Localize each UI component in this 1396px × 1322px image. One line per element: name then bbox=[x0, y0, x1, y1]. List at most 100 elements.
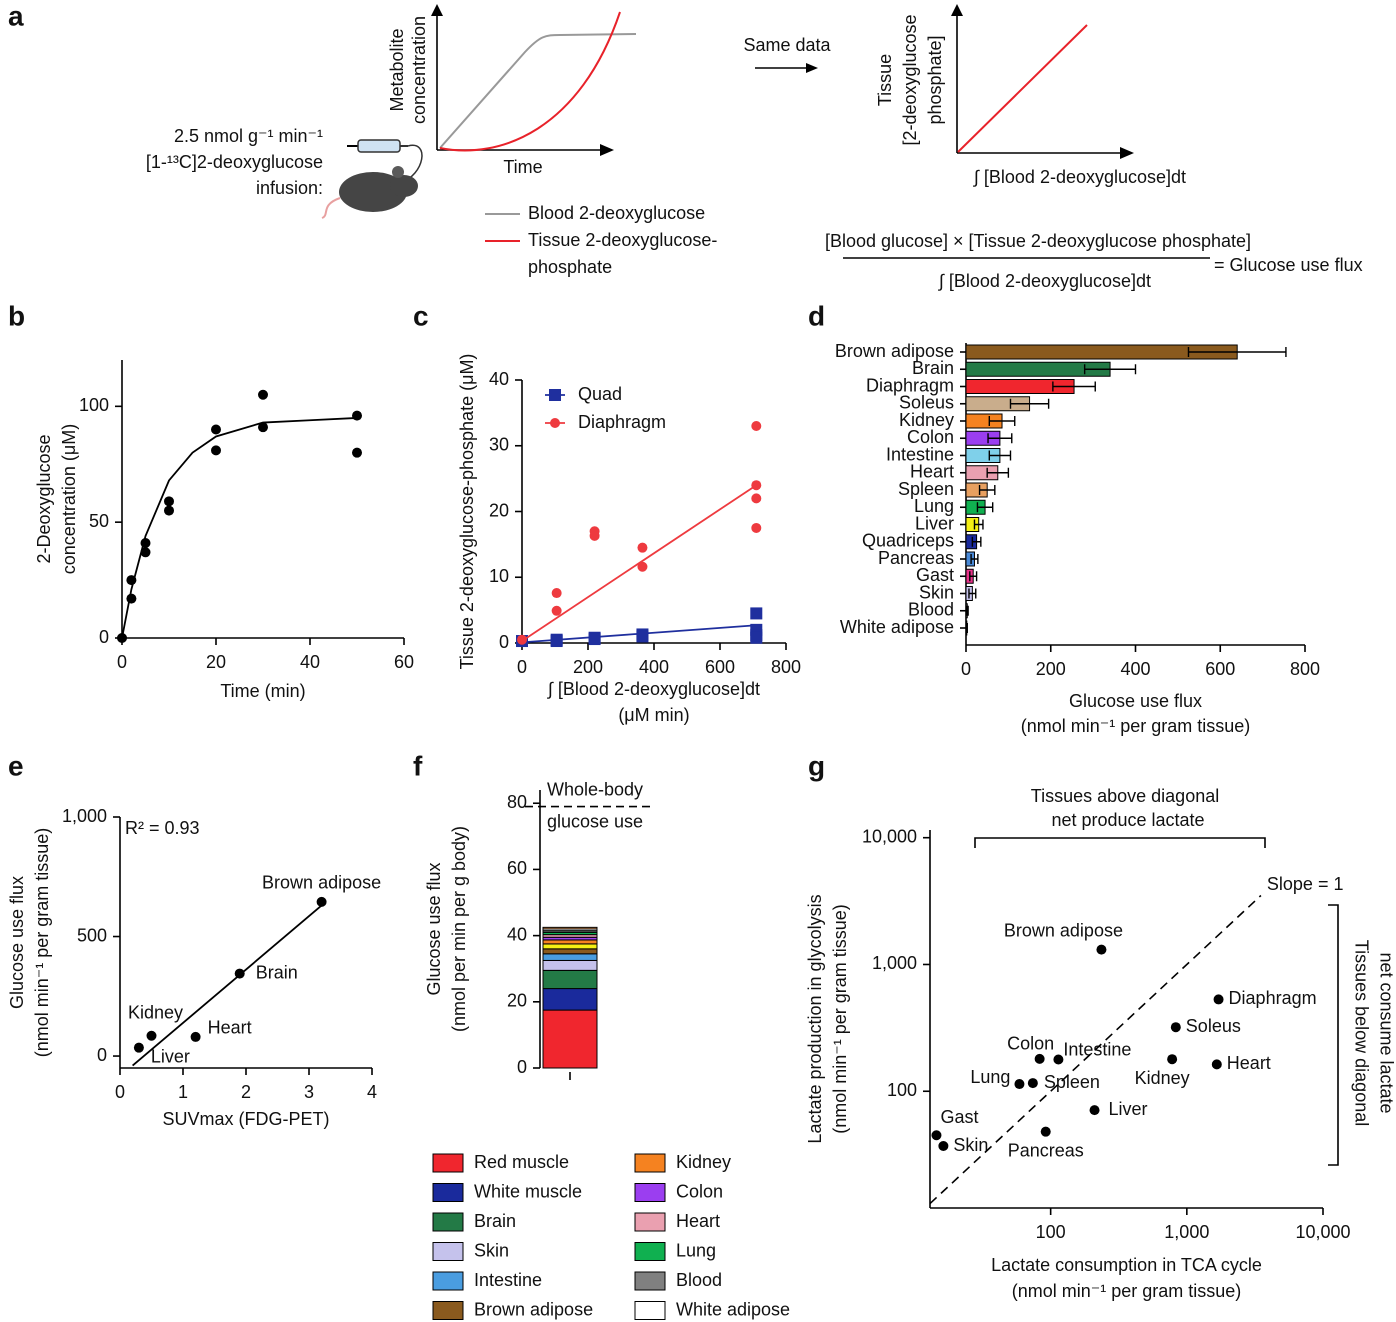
x-axis-label: SUVmax (FDG-PET) bbox=[162, 1109, 329, 1129]
formula-numerator: [Blood glucose] × [Tissue 2-deoxyglucose… bbox=[825, 231, 1251, 251]
point bbox=[140, 538, 151, 549]
x-axis-label: ∫ [Blood 2-deoxyglucose]dt bbox=[546, 679, 760, 699]
panel-letter: d bbox=[808, 300, 825, 331]
category-label: Heart bbox=[910, 462, 954, 482]
y-axis-label: Glucose use flux bbox=[7, 876, 27, 1009]
category-label: White adipose bbox=[840, 617, 954, 637]
y-axis-label: (nmol min⁻¹ per gram tissue) bbox=[32, 828, 52, 1058]
y-tick-label: 40 bbox=[489, 369, 509, 389]
legend-swatch bbox=[432, 1271, 464, 1291]
error-bar bbox=[965, 623, 968, 633]
category-label: Brown adipose bbox=[835, 341, 954, 361]
y-axis-label: 2-Deoxyglucose bbox=[34, 434, 54, 563]
y-tick-label: 60 bbox=[507, 858, 527, 878]
x-tick-label: 600 bbox=[705, 657, 735, 677]
reference-label: glucose use bbox=[547, 811, 643, 831]
bracket bbox=[974, 837, 1266, 848]
x-tick-label: 800 bbox=[1290, 659, 1320, 679]
point-label: Kidney bbox=[1135, 1068, 1190, 1088]
point bbox=[126, 593, 137, 604]
legend-swatch bbox=[432, 1153, 464, 1173]
bracket-label: Tissues below diagonal bbox=[1351, 940, 1371, 1126]
category-label: Spleen bbox=[898, 479, 954, 499]
point-label: Pancreas bbox=[1008, 1140, 1084, 1160]
error-bar bbox=[986, 467, 1010, 478]
formula-result: = Glucose use flux bbox=[1214, 255, 1363, 275]
arrow-head bbox=[1120, 147, 1134, 159]
category-label: Diaphragm bbox=[866, 375, 954, 395]
legend-label: phosphate bbox=[528, 257, 612, 277]
syringe bbox=[347, 139, 423, 184]
y-axis-label: Lactate production in glycolysis bbox=[805, 894, 825, 1143]
error-bar bbox=[1083, 364, 1137, 375]
error-bar bbox=[978, 485, 996, 495]
category-label: Soleus bbox=[899, 393, 954, 413]
bar-segment bbox=[542, 953, 598, 961]
arrow-head bbox=[600, 144, 614, 156]
point bbox=[551, 588, 562, 599]
bracket-label: net produce lactate bbox=[1051, 810, 1204, 830]
point bbox=[636, 630, 649, 643]
legend-swatch bbox=[432, 1301, 464, 1320]
y-tick-label: 10,000 bbox=[862, 826, 917, 846]
legend-label: Diaphragm bbox=[578, 412, 666, 432]
point-label: Soleus bbox=[1186, 1016, 1241, 1036]
point bbox=[751, 480, 762, 491]
legend-swatch bbox=[634, 1183, 666, 1202]
error-bar bbox=[1052, 381, 1096, 392]
error-bar bbox=[987, 433, 1013, 444]
x-tick-label: 0 bbox=[961, 659, 971, 679]
category-label: Intestine bbox=[886, 444, 954, 464]
point bbox=[190, 1031, 201, 1042]
legend-label: Quad bbox=[578, 384, 622, 404]
point bbox=[589, 530, 600, 541]
point-label: Diaphragm bbox=[1229, 988, 1317, 1008]
point-label: Brown adipose bbox=[1004, 920, 1123, 940]
x-tick-label: 100 bbox=[1036, 1222, 1066, 1242]
bar-segment bbox=[542, 1009, 598, 1069]
y-tick-label: 500 bbox=[77, 925, 107, 945]
y-axis-label: Glucose use flux bbox=[424, 862, 444, 995]
point bbox=[352, 447, 362, 458]
bar-segment bbox=[542, 988, 598, 1011]
y-tick-label: 80 bbox=[507, 792, 527, 812]
point bbox=[1213, 994, 1224, 1005]
point-label: Brown adipose bbox=[262, 873, 381, 893]
point bbox=[164, 505, 174, 516]
point bbox=[140, 547, 151, 558]
x-axis-label: Time (min) bbox=[220, 681, 305, 701]
y-tick-label: 100 bbox=[887, 1080, 917, 1100]
infusion-text: infusion: bbox=[256, 178, 323, 198]
point bbox=[211, 424, 221, 435]
error-bar bbox=[971, 536, 982, 547]
error-bar bbox=[965, 605, 969, 616]
error-bar bbox=[988, 450, 1012, 461]
point bbox=[211, 445, 221, 456]
error-bar bbox=[973, 519, 984, 530]
fit-line bbox=[121, 417, 358, 639]
x-tick-label: 400 bbox=[1120, 659, 1150, 679]
legend-label: Kidney bbox=[676, 1152, 731, 1172]
axis-label: concentration bbox=[409, 16, 429, 124]
axis-label: Time bbox=[503, 157, 542, 177]
point bbox=[1170, 1022, 1181, 1033]
panel-letter: c bbox=[413, 300, 429, 331]
legend-label: Blood bbox=[676, 1270, 722, 1290]
error-bar bbox=[969, 571, 978, 582]
y-tick-label: 10 bbox=[489, 566, 509, 586]
arrow-head bbox=[806, 63, 818, 73]
y-tick-label: 0 bbox=[517, 1057, 527, 1077]
legend-swatch bbox=[634, 1212, 666, 1232]
y-tick-label: 100 bbox=[79, 395, 109, 415]
legend-label: Colon bbox=[676, 1181, 723, 1201]
legend-swatch bbox=[432, 1183, 464, 1202]
point bbox=[750, 631, 763, 644]
point bbox=[126, 575, 137, 586]
diagonal-label: Slope = 1 bbox=[1267, 874, 1344, 894]
point bbox=[1096, 944, 1107, 955]
x-axis-label: (μM min) bbox=[618, 705, 689, 725]
legend-label: Skin bbox=[474, 1240, 509, 1260]
bar-segment bbox=[542, 926, 598, 930]
error-bar bbox=[988, 416, 1016, 426]
